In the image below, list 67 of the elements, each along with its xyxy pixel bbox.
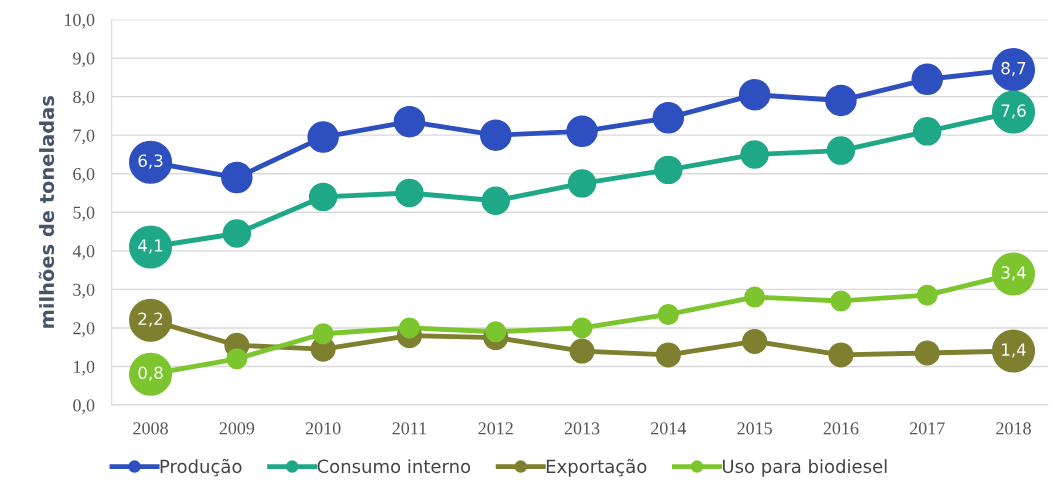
point bbox=[481, 186, 510, 215]
point bbox=[393, 105, 426, 138]
point bbox=[485, 321, 507, 343]
point bbox=[830, 290, 852, 312]
data-label: 6,3 bbox=[138, 154, 163, 169]
data-label: 8,7 bbox=[1001, 61, 1026, 77]
point bbox=[567, 169, 597, 198]
data-label: 2,2 bbox=[138, 312, 163, 327]
y-tick-label: 4,0 bbox=[72, 245, 95, 260]
x-tick-label: 2012 bbox=[478, 422, 513, 435]
point bbox=[744, 286, 766, 308]
point bbox=[566, 115, 598, 148]
point bbox=[916, 284, 938, 306]
x-tick-label: 2015 bbox=[737, 422, 772, 435]
point bbox=[571, 317, 593, 339]
y-tick-label: 1,0 bbox=[74, 360, 95, 376]
x-tick-label: 2016 bbox=[823, 422, 859, 435]
y-tick-label: 5,0 bbox=[73, 206, 95, 222]
y-tick-label: 2,0 bbox=[73, 322, 95, 337]
legend-label: Consumo interno bbox=[317, 459, 471, 474]
data-label: 7,6 bbox=[1001, 104, 1026, 119]
point bbox=[222, 219, 252, 248]
point bbox=[226, 348, 248, 370]
point bbox=[911, 63, 943, 96]
legend-label: Produção bbox=[160, 458, 242, 477]
point bbox=[742, 328, 768, 354]
point bbox=[398, 317, 420, 339]
data-label: 4,1 bbox=[138, 239, 163, 254]
x-tick-label: 2018 bbox=[996, 422, 1031, 435]
x-tick-label: 2010 bbox=[305, 422, 341, 435]
x-tick-label: 2011 bbox=[392, 422, 427, 435]
y-tick-label: 7,0 bbox=[73, 129, 95, 145]
x-tick-label: 2009 bbox=[219, 422, 255, 435]
legend-label: Exportação bbox=[546, 458, 647, 477]
y-tick-label: 10,0 bbox=[65, 13, 95, 29]
point bbox=[655, 342, 681, 368]
point bbox=[479, 119, 512, 151]
point bbox=[912, 117, 942, 146]
point bbox=[826, 136, 856, 165]
point bbox=[652, 102, 685, 134]
data-label: 1,4 bbox=[1002, 343, 1026, 358]
point bbox=[740, 140, 769, 169]
point bbox=[308, 182, 338, 212]
y-tick-label: 3,0 bbox=[73, 283, 95, 299]
y-tick-label: 0,0 bbox=[73, 399, 95, 415]
legend-label: Uso para biodiesel bbox=[722, 459, 887, 477]
data-label: 3,4 bbox=[1001, 266, 1026, 281]
point bbox=[654, 155, 683, 185]
x-tick-label: 2014 bbox=[651, 422, 687, 435]
x-tick-label: 2008 bbox=[133, 422, 168, 435]
point bbox=[738, 78, 771, 111]
point bbox=[569, 338, 595, 364]
x-tick-label: 2013 bbox=[564, 422, 600, 435]
point bbox=[828, 342, 854, 368]
y-tick-label: 9,0 bbox=[73, 52, 95, 68]
data-label: 0,8 bbox=[138, 366, 163, 381]
point bbox=[395, 178, 424, 208]
point bbox=[657, 303, 679, 325]
point bbox=[221, 161, 253, 194]
point bbox=[307, 121, 339, 153]
y-axis-title: milhões de toneladas bbox=[38, 96, 55, 328]
y-tick-label: 6,0 bbox=[73, 167, 95, 183]
point bbox=[312, 323, 334, 345]
point bbox=[825, 84, 857, 117]
y-tick-label: 8,0 bbox=[73, 90, 95, 106]
point bbox=[914, 340, 940, 366]
x-tick-label: 2017 bbox=[909, 422, 945, 435]
